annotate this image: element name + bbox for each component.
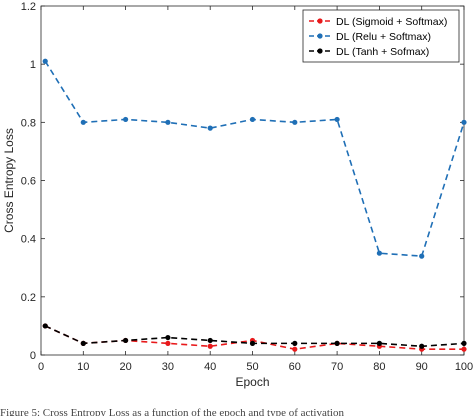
legend-swatch-marker [317,18,323,24]
y-tick-label: 0.2 [21,292,36,304]
data-point [123,337,129,344]
data-point [42,323,48,329]
data-point [42,58,48,64]
data-point [165,334,171,341]
data-point [419,253,425,259]
tick-labels: 0 10 20 30 40 50 60 70 80 90 100 0 0.2 0.4 0.6 0.8 1 1.2 [21,1,473,373]
data-point [249,340,256,346]
data-point [334,340,340,346]
data-point [461,340,467,346]
data-point [461,346,467,352]
legend-swatch-marker [317,48,323,54]
x-axis-title: Epoch [235,375,269,389]
data-point [292,340,298,346]
x-tick-label: 90 [416,361,428,373]
data-point [461,119,467,125]
y-tick-label: 0.6 [21,176,36,188]
axes [40,5,465,356]
x-tick-label: 20 [119,361,131,373]
y-tick-label: 0.4 [21,234,36,246]
y-tick-label: 1 [30,59,36,71]
data-point [207,125,213,131]
data-point [249,116,256,123]
series-lines [42,58,467,352]
data-point [80,119,86,125]
y-tick-label: 0 [30,350,36,362]
legend-label: DL (Tanh + Sofmax) [336,46,429,58]
y-axis-title: Cross Entropy Loss [2,128,16,233]
data-point [292,119,298,125]
series-line [44,60,465,257]
data-point [292,346,298,352]
series-line [44,325,464,350]
legend-swatch-marker [317,33,323,39]
legend: DL (Sigmoid + Softmax) DL (Relu + Softmax… [302,9,460,63]
data-point [376,340,382,346]
data-point [207,343,213,349]
figure-caption: Figure 5: Cross Entropy Loss as a functi… [0,407,344,416]
legend-label: DL (Sigmoid + Softmax) [336,16,447,28]
line-chart: 0 10 20 30 40 50 60 70 80 90 10000.20.40.60.811.2 … [2,1,473,389]
data-point [165,340,171,346]
legend-label: DL (Relu + Softmax) [336,31,431,43]
data-point [419,343,425,349]
y-tick-label: 0.8 [21,117,36,129]
y-tick-label: 1.2 [21,1,36,13]
x-tick-label: 60 [289,361,301,373]
x-tick-label: 80 [373,361,385,373]
data-point [207,337,213,344]
x-tick-label: 70 [331,361,343,373]
data-point [80,340,86,346]
x-tick-label: 50 [246,361,258,373]
x-tick-label: 100 [455,361,473,373]
data-point [334,116,340,123]
data-point [165,119,171,125]
data-point [376,250,382,256]
x-tick-label: 10 [77,361,89,373]
data-point [123,116,129,123]
x-tick-label: 0 [38,361,44,373]
x-tick-label: 40 [204,361,216,373]
x-tick-label: 30 [162,361,174,373]
